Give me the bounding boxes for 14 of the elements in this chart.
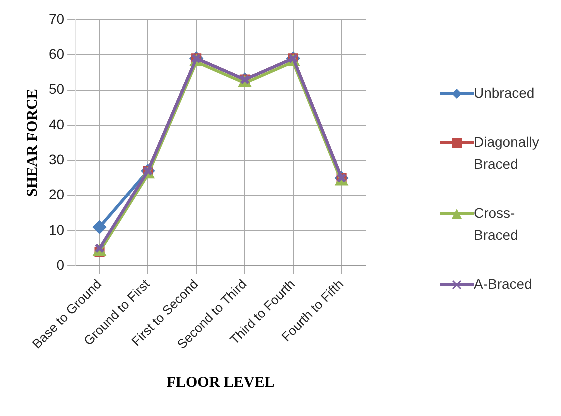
legend-label: A-Braced bbox=[474, 275, 532, 294]
y-tick-label: 50 bbox=[48, 81, 65, 98]
legend-label: Diagonally Braced bbox=[474, 133, 540, 174]
legend-label: Cross-Braced bbox=[474, 204, 520, 245]
y-tick-label: 40 bbox=[48, 116, 65, 132]
y-axis-title: SHEAR FORCE bbox=[24, 89, 41, 198]
y-tick-label: 0 bbox=[56, 256, 65, 273]
y-tick-label: 10 bbox=[48, 222, 65, 238]
legend-label: Unbraced bbox=[474, 84, 535, 103]
y-tick-label: 60 bbox=[48, 46, 65, 62]
y-tick-label: 30 bbox=[48, 151, 65, 168]
y-tick-label: 70 bbox=[48, 10, 65, 27]
x-axis-title: FLOOR LEVEL bbox=[166, 374, 275, 391]
y-tick-label: 20 bbox=[48, 186, 65, 203]
